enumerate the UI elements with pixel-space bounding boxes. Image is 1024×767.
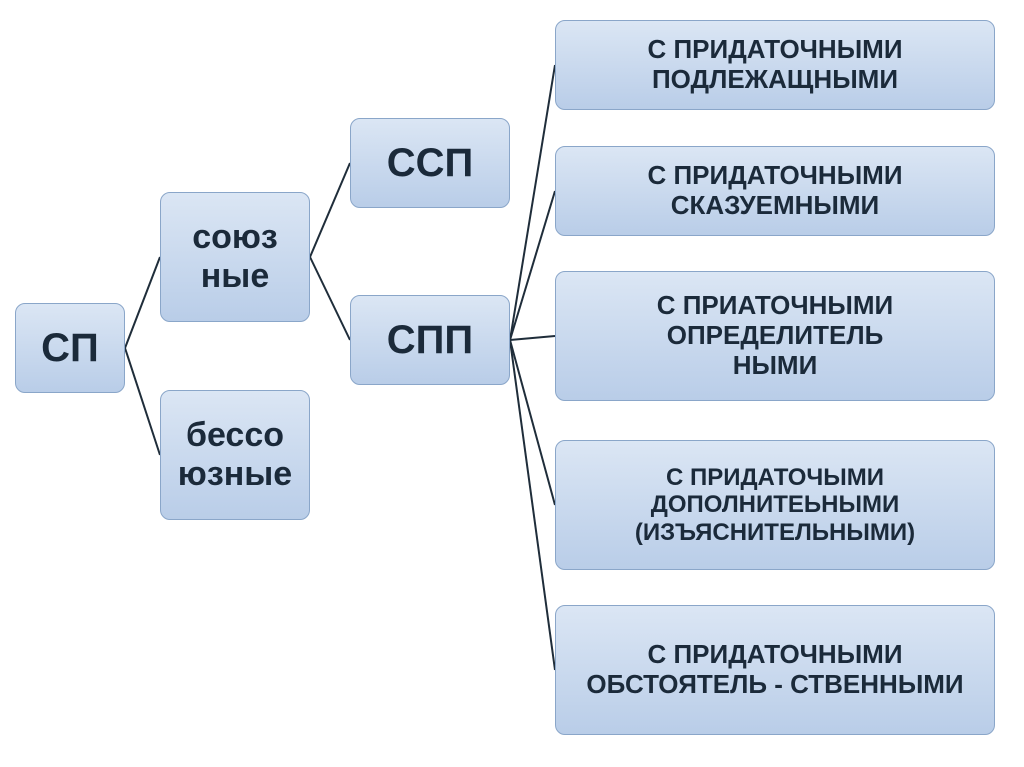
node-leaf4: С ПРИДАТОЧЫМИ ДОПОЛНИТЕЬНЫМИ (ИЗЪЯСНИТЕЛ… (555, 440, 995, 570)
node-ssp: ССП (350, 118, 510, 208)
node-spp: СПП (350, 295, 510, 385)
node-label: СПП (387, 317, 473, 363)
edge-spp-leaf1 (510, 65, 555, 340)
node-label: С ПРИДАТОЧНЫМИ ОБСТОЯТЕЛЬ - СТВЕННЫМИ (564, 640, 986, 700)
node-union: союзные (160, 192, 310, 322)
node-leaf1: С ПРИДАТОЧНЫМИ ПОДЛЕЖАЩНЫМИ (555, 20, 995, 110)
node-leaf2: С ПРИДАТОЧНЫМИ СКАЗУЕМНЫМИ (555, 146, 995, 236)
node-label: С ПРИДАТОЧНЫМИ ПОДЛЕЖАЩНЫМИ (564, 35, 986, 95)
node-label: С ПРИАТОЧНЫМИ ОПРЕДЕЛИТЕЛЬНЫМИ (564, 291, 986, 381)
edge-union-spp (310, 257, 350, 340)
node-leaf5: С ПРИДАТОЧНЫМИ ОБСТОЯТЕЛЬ - СТВЕННЫМИ (555, 605, 995, 735)
node-label: С ПРИДАТОЧНЫМИ СКАЗУЕМНЫМИ (564, 161, 986, 221)
node-label: ССП (387, 140, 474, 186)
node-label: союзные (192, 218, 278, 296)
node-root: СП (15, 303, 125, 393)
node-leaf3: С ПРИАТОЧНЫМИ ОПРЕДЕЛИТЕЛЬНЫМИ (555, 271, 995, 401)
edge-root-union (125, 257, 160, 348)
edge-spp-leaf5 (510, 340, 555, 670)
node-label: СП (41, 325, 99, 371)
edge-root-bessoy (125, 348, 160, 455)
node-label: бессоюзные (178, 416, 292, 494)
edge-union-ssp (310, 163, 350, 257)
edge-spp-leaf4 (510, 340, 555, 505)
node-label: С ПРИДАТОЧЫМИ ДОПОЛНИТЕЬНЫМИ (ИЗЪЯСНИТЕЛ… (564, 464, 986, 547)
edge-spp-leaf3 (510, 336, 555, 340)
edge-spp-leaf2 (510, 191, 555, 340)
node-bessoy: бессоюзные (160, 390, 310, 520)
